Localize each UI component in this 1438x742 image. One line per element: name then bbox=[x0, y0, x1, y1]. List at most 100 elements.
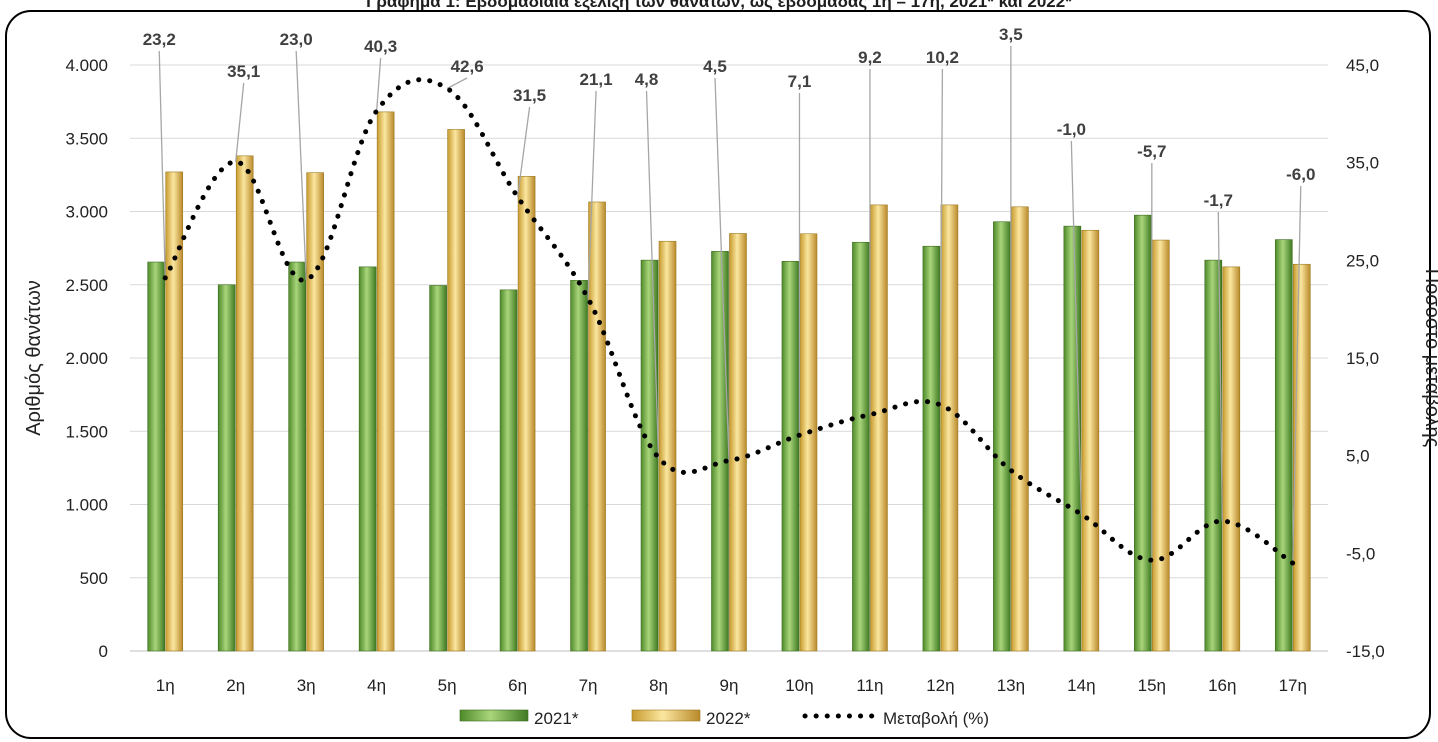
data-label: 3,5 bbox=[999, 25, 1023, 44]
label-leader-line bbox=[295, 50, 307, 280]
y2-tick-label: 35,0 bbox=[1346, 154, 1379, 173]
bar-2022* bbox=[729, 233, 747, 652]
x-tick-label: 10η bbox=[785, 676, 813, 695]
bar-2021* bbox=[1063, 225, 1082, 652]
chart-frame bbox=[5, 10, 1431, 739]
y-tick-label: 1.500 bbox=[65, 422, 108, 441]
data-label: 10,2 bbox=[926, 48, 959, 67]
chart-title: Γράφημα 1: Εβδομαδιαία εξέλιξη των θανάτ… bbox=[366, 0, 1072, 11]
label-leader-line bbox=[939, 68, 944, 405]
bar-2021* bbox=[922, 245, 941, 652]
bar-2022* bbox=[1152, 239, 1170, 652]
x-tick-label: 14η bbox=[1067, 676, 1095, 695]
bar-2022* bbox=[517, 176, 536, 652]
line-change-percent bbox=[162, 77, 1296, 566]
bar-2022* bbox=[1011, 206, 1029, 652]
x-tick-label: 8η bbox=[649, 676, 668, 695]
y-tick-label: 4.000 bbox=[65, 56, 108, 75]
x-tick-label: 13η bbox=[997, 676, 1025, 695]
x-tick-label: 5η bbox=[438, 676, 457, 695]
bar-2022* bbox=[588, 201, 606, 652]
x-tick-label: 15η bbox=[1138, 676, 1166, 695]
data-label: 23,2 bbox=[143, 30, 176, 49]
data-label: 35,1 bbox=[227, 62, 260, 81]
label-leader-line bbox=[645, 90, 660, 458]
bar-2021* bbox=[147, 261, 166, 652]
bar-2022* bbox=[1222, 266, 1241, 652]
bar-2021* bbox=[1134, 214, 1152, 652]
x-tick-label: 12η bbox=[926, 676, 954, 695]
x-tick-label: 4η bbox=[367, 676, 386, 695]
y-tick-label: 2.500 bbox=[65, 276, 108, 295]
bar-2022* bbox=[870, 204, 888, 652]
y2-tick-label: 25,0 bbox=[1346, 251, 1379, 270]
bar-2021* bbox=[358, 266, 377, 652]
legend-item-2021-label: 2021* bbox=[534, 709, 579, 728]
y2-tick-label: -15,0 bbox=[1346, 642, 1385, 661]
bar-2021* bbox=[288, 261, 306, 652]
data-label: 42,6 bbox=[451, 57, 484, 76]
bar-2022* bbox=[447, 129, 465, 652]
x-tick-label: 7η bbox=[579, 676, 598, 695]
y-tick-label: 0 bbox=[99, 642, 108, 661]
x-tick-label: 11η bbox=[856, 676, 883, 695]
legend-item-2021-swatch bbox=[459, 709, 529, 722]
bar-2022* bbox=[799, 233, 818, 652]
bar-2021* bbox=[570, 280, 588, 652]
y-tick-label: 1.000 bbox=[65, 496, 108, 515]
y2-tick-label: 45,0 bbox=[1346, 56, 1379, 75]
label-leader-line bbox=[1070, 140, 1083, 515]
label-leader-line bbox=[375, 57, 382, 111]
data-label: -1,7 bbox=[1204, 191, 1233, 210]
y-tick-label: 2.000 bbox=[65, 349, 108, 368]
x-tick-label: 17η bbox=[1279, 676, 1307, 695]
bar-2022* bbox=[658, 240, 677, 652]
y-tick-label: 500 bbox=[80, 569, 108, 588]
bar-2021* bbox=[711, 251, 729, 652]
label-leader-line bbox=[446, 77, 468, 90]
data-label: 4,8 bbox=[635, 70, 659, 89]
data-label: 31,5 bbox=[513, 86, 546, 105]
bar-2021* bbox=[852, 241, 870, 652]
data-label: 21,1 bbox=[580, 70, 613, 89]
bar-2021* bbox=[1274, 239, 1293, 652]
bar-2022* bbox=[376, 111, 395, 652]
y2-tick-label: 5,0 bbox=[1346, 447, 1370, 466]
data-label: 7,1 bbox=[788, 72, 812, 91]
label-leader-line bbox=[1217, 211, 1223, 522]
bar-2021* bbox=[499, 289, 518, 652]
label-leader-line bbox=[587, 90, 597, 299]
data-label: 4,5 bbox=[703, 57, 727, 76]
data-label: -6,0 bbox=[1286, 165, 1315, 184]
x-tick-label: 1η bbox=[156, 676, 175, 695]
data-label: 9,2 bbox=[858, 48, 882, 67]
label-leader-line bbox=[158, 50, 166, 278]
data-label: 40,3 bbox=[364, 37, 397, 56]
label-leader-line bbox=[1292, 185, 1302, 564]
bar-2022* bbox=[235, 155, 254, 652]
data-label: -1,0 bbox=[1057, 120, 1086, 139]
y2-tick-label: -5,0 bbox=[1346, 544, 1375, 563]
y-tick-label: 3.000 bbox=[65, 203, 108, 222]
bar-2022* bbox=[165, 171, 184, 652]
bar-2022* bbox=[1292, 263, 1311, 652]
bar-2021* bbox=[429, 285, 447, 652]
label-leader-line bbox=[714, 77, 730, 461]
y2-tick-label: 15,0 bbox=[1346, 349, 1379, 368]
bar-2022* bbox=[940, 204, 959, 652]
data-label: -5,7 bbox=[1137, 142, 1166, 161]
bar-2022* bbox=[1081, 229, 1100, 652]
y2-axis-title: Ποσοστό μεταβολής bbox=[1421, 269, 1438, 448]
legend-item-change-label: Μεταβολή (%) bbox=[883, 709, 989, 728]
label-leader-line bbox=[235, 82, 245, 162]
x-tick-label: 2η bbox=[226, 676, 245, 695]
bar-2021* bbox=[217, 284, 236, 652]
y-axis-title: Αριθμός θανάτων bbox=[23, 280, 45, 436]
data-label: 23,0 bbox=[280, 30, 313, 49]
x-tick-label: 6η bbox=[508, 676, 527, 695]
bar-2022* bbox=[306, 172, 324, 652]
x-tick-label: 16η bbox=[1208, 676, 1236, 695]
legend-item-2022-swatch bbox=[631, 709, 701, 722]
bar-2021* bbox=[781, 261, 800, 652]
